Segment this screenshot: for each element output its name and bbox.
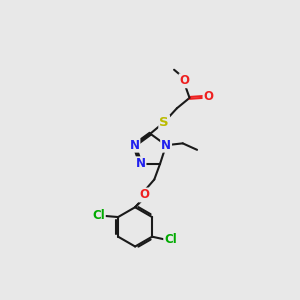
Text: N: N (161, 139, 171, 152)
Text: N: N (136, 157, 146, 170)
Text: O: O (139, 188, 149, 202)
Text: O: O (203, 90, 214, 103)
Text: O: O (179, 74, 190, 87)
Text: Cl: Cl (164, 233, 177, 246)
Text: Cl: Cl (92, 209, 105, 222)
Text: S: S (159, 116, 169, 129)
Text: N: N (130, 139, 140, 152)
